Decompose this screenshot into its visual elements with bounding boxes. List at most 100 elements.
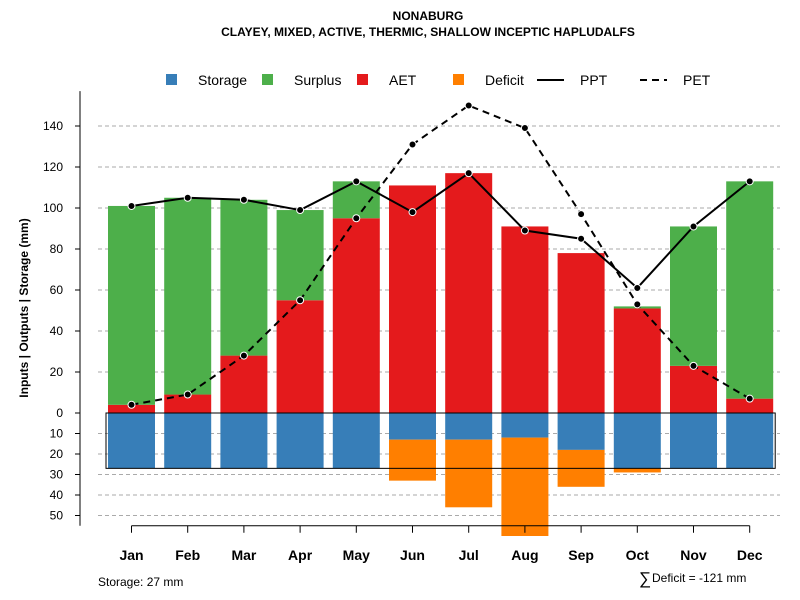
bar-deficit: [501, 437, 549, 536]
bar-aet: [164, 394, 212, 413]
y-tick-label-lower: 40: [50, 488, 64, 502]
ppt-point: [408, 208, 417, 217]
bar-storage: [613, 413, 661, 469]
y-tick-label-upper: 0: [56, 406, 63, 420]
pet-point: [127, 400, 136, 409]
ppt-point: [183, 193, 192, 202]
x-tick-label: Jan: [119, 547, 143, 563]
y-tick-label-upper: 40: [50, 324, 64, 338]
bar-aet: [276, 300, 324, 413]
legend-label-surplus: Surplus: [294, 72, 341, 88]
pet-point: [633, 300, 642, 309]
bar-surplus: [332, 181, 380, 219]
bar-storage: [726, 413, 774, 469]
y-tick-label-upper: 140: [43, 119, 63, 133]
bar-aet: [726, 398, 774, 413]
bar-surplus: [670, 226, 717, 366]
bar-aet: [613, 308, 661, 413]
axes: 0 20 40 60 80 100 120 140 10 20 30 40 50 Jan Feb Mar Apr…: [43, 91, 763, 563]
legend-label-ppt: PPT: [580, 72, 608, 88]
bar-aet: [557, 253, 605, 413]
bar-aet: [332, 218, 380, 413]
pet-point: [464, 101, 473, 110]
ppt-line: [131, 171, 751, 290]
pet-point: [745, 394, 754, 403]
legend: Storage Surplus AET Deficit PPT PET: [166, 72, 711, 88]
bar-storage: [164, 413, 212, 469]
x-tick-label: Feb: [175, 547, 200, 563]
pet-line: [131, 104, 751, 406]
pet-point: [296, 296, 305, 305]
y-axis-label: Inputs | Outputs | Storage (mm): [17, 218, 31, 397]
bar-storage: [332, 413, 380, 469]
legend-swatch-surplus: [262, 74, 273, 85]
x-tick-label: Sep: [568, 547, 594, 563]
legend-swatch-storage: [166, 74, 177, 85]
chart-subtitle: CLAYEY, MIXED, ACTIVE, THERMIC, SHALLOW …: [221, 25, 635, 39]
bar-surplus: [220, 199, 268, 356]
x-tick-label: Jun: [400, 547, 425, 563]
bar-deficit: [613, 468, 661, 473]
bar-aet: [220, 355, 268, 413]
legend-swatch-aet: [357, 74, 368, 85]
storage-note: Storage: 27 mm: [98, 575, 183, 589]
pet-point: [352, 214, 361, 223]
x-tick-label: Dec: [737, 547, 763, 563]
y-tick-label-upper: 120: [43, 160, 63, 174]
legend-label-deficit: Deficit: [485, 72, 524, 88]
bar-aet: [108, 404, 155, 413]
ppt-point: [239, 195, 248, 204]
bar-surplus: [726, 181, 774, 399]
pet-point: [577, 210, 586, 219]
y-tick-label-lower: 30: [50, 468, 64, 482]
pet-point: [408, 140, 417, 149]
ppt-point: [520, 226, 529, 235]
pet-point: [239, 351, 248, 360]
ppt-point: [745, 177, 754, 186]
ppt-point: [633, 283, 642, 292]
y-tick-label-upper: 60: [50, 283, 64, 297]
bar-storage: [670, 413, 717, 469]
gridlines: [98, 125, 780, 516]
bar-aet: [670, 365, 717, 413]
bar-deficit: [445, 439, 493, 508]
bar-storage: [445, 413, 493, 440]
x-tick-label: Nov: [680, 547, 707, 563]
x-tick-label: Aug: [511, 547, 538, 563]
bar-storage: [501, 413, 549, 438]
legend-label-aet: AET: [389, 72, 417, 88]
deficit-note: Deficit = -121 mm: [652, 571, 746, 585]
bar-aet: [445, 173, 493, 413]
ppt-point: [577, 234, 586, 243]
y-tick-label-upper: 80: [50, 242, 64, 256]
bar-storage: [389, 413, 436, 440]
bar-aet: [389, 185, 436, 413]
ppt-point: [352, 177, 361, 186]
ppt-point: [127, 201, 136, 210]
y-tick-label-upper: 100: [43, 201, 63, 215]
ppt-point: [689, 222, 698, 231]
deficit-sum-symbol: ∑: [639, 569, 651, 588]
y-tick-label-lower: 20: [50, 447, 64, 461]
x-tick-label: Apr: [288, 547, 313, 563]
pet-point: [520, 124, 529, 133]
legend-label-storage: Storage: [198, 72, 247, 88]
chart-title: NONABURG: [393, 9, 464, 23]
bar-storage: [108, 413, 155, 469]
pet-point: [183, 390, 192, 399]
ppt-point: [464, 169, 473, 178]
bar-aet: [501, 226, 549, 413]
bar-deficit: [389, 439, 436, 481]
x-tick-label: Oct: [626, 547, 650, 563]
pet-point: [689, 361, 698, 370]
bar-surplus: [164, 197, 212, 395]
series-lines: [127, 101, 754, 409]
y-tick-label-lower: 50: [50, 509, 64, 523]
bar-storage: [220, 413, 268, 469]
bar-surplus: [276, 210, 324, 301]
storage-capacity-box: [105, 412, 776, 469]
bar-storage: [557, 413, 605, 450]
x-tick-label: Mar: [231, 547, 256, 563]
bar-storage: [276, 413, 324, 469]
